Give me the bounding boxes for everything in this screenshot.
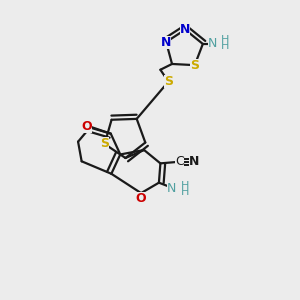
Text: O: O	[82, 120, 92, 133]
Text: H: H	[221, 41, 230, 51]
Text: H: H	[181, 187, 189, 196]
Text: N: N	[180, 23, 190, 36]
Text: N: N	[189, 155, 199, 168]
Text: S: S	[190, 58, 199, 72]
Text: C: C	[175, 155, 184, 168]
Text: N: N	[161, 35, 171, 49]
Text: N: N	[208, 38, 217, 50]
Text: O: O	[136, 192, 146, 205]
Text: H: H	[221, 35, 230, 45]
Text: H: H	[181, 181, 189, 191]
Text: S: S	[100, 137, 109, 150]
Text: S: S	[164, 75, 173, 88]
Text: N: N	[167, 182, 176, 195]
